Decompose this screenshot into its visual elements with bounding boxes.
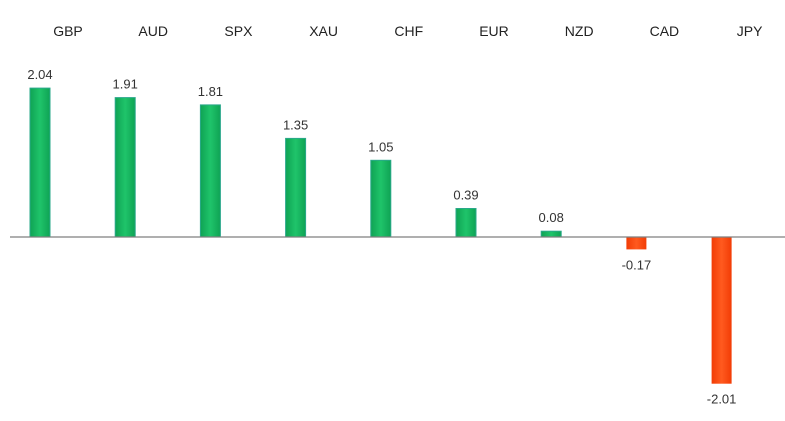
category-label-xau: XAU <box>309 23 338 39</box>
value-label-xau: 1.35 <box>283 117 308 132</box>
category-label-nzd: NZD <box>565 23 594 39</box>
value-label-spx: 1.81 <box>198 84 223 99</box>
category-label-cad: CAD <box>650 23 680 39</box>
value-label-cad: -0.17 <box>622 257 652 272</box>
value-labels: 2.04 1.91 1.81 1.35 1.05 0.39 0.08 -0.17 -2.01 <box>27 67 736 407</box>
bar-cad <box>626 237 647 250</box>
category-label-chf: CHF <box>394 23 423 39</box>
bar-eur <box>455 208 477 238</box>
value-label-gbp: 2.04 <box>27 67 52 82</box>
category-label-aud: AUD <box>138 23 168 39</box>
bar-nzd <box>540 230 562 238</box>
bar-gbp <box>29 87 51 238</box>
value-label-chf: 1.05 <box>368 139 393 154</box>
bar-aud <box>114 97 136 238</box>
bar-jpy <box>711 237 732 384</box>
bar-xau <box>285 137 307 238</box>
bar-chf <box>370 159 392 238</box>
value-label-eur: 0.39 <box>453 188 478 203</box>
bars-group <box>29 87 732 384</box>
bar-spx <box>199 104 221 238</box>
value-label-aud: 1.91 <box>113 77 138 92</box>
value-label-jpy: -2.01 <box>707 392 737 407</box>
category-label-eur: EUR <box>479 23 509 39</box>
category-label-spx: SPX <box>224 23 253 39</box>
value-label-nzd: 0.08 <box>539 210 564 225</box>
category-labels: GBP AUD SPX XAU CHF EUR NZD CAD JPY <box>53 23 763 39</box>
category-label-gbp: GBP <box>53 23 83 39</box>
category-label-jpy: JPY <box>737 23 763 39</box>
